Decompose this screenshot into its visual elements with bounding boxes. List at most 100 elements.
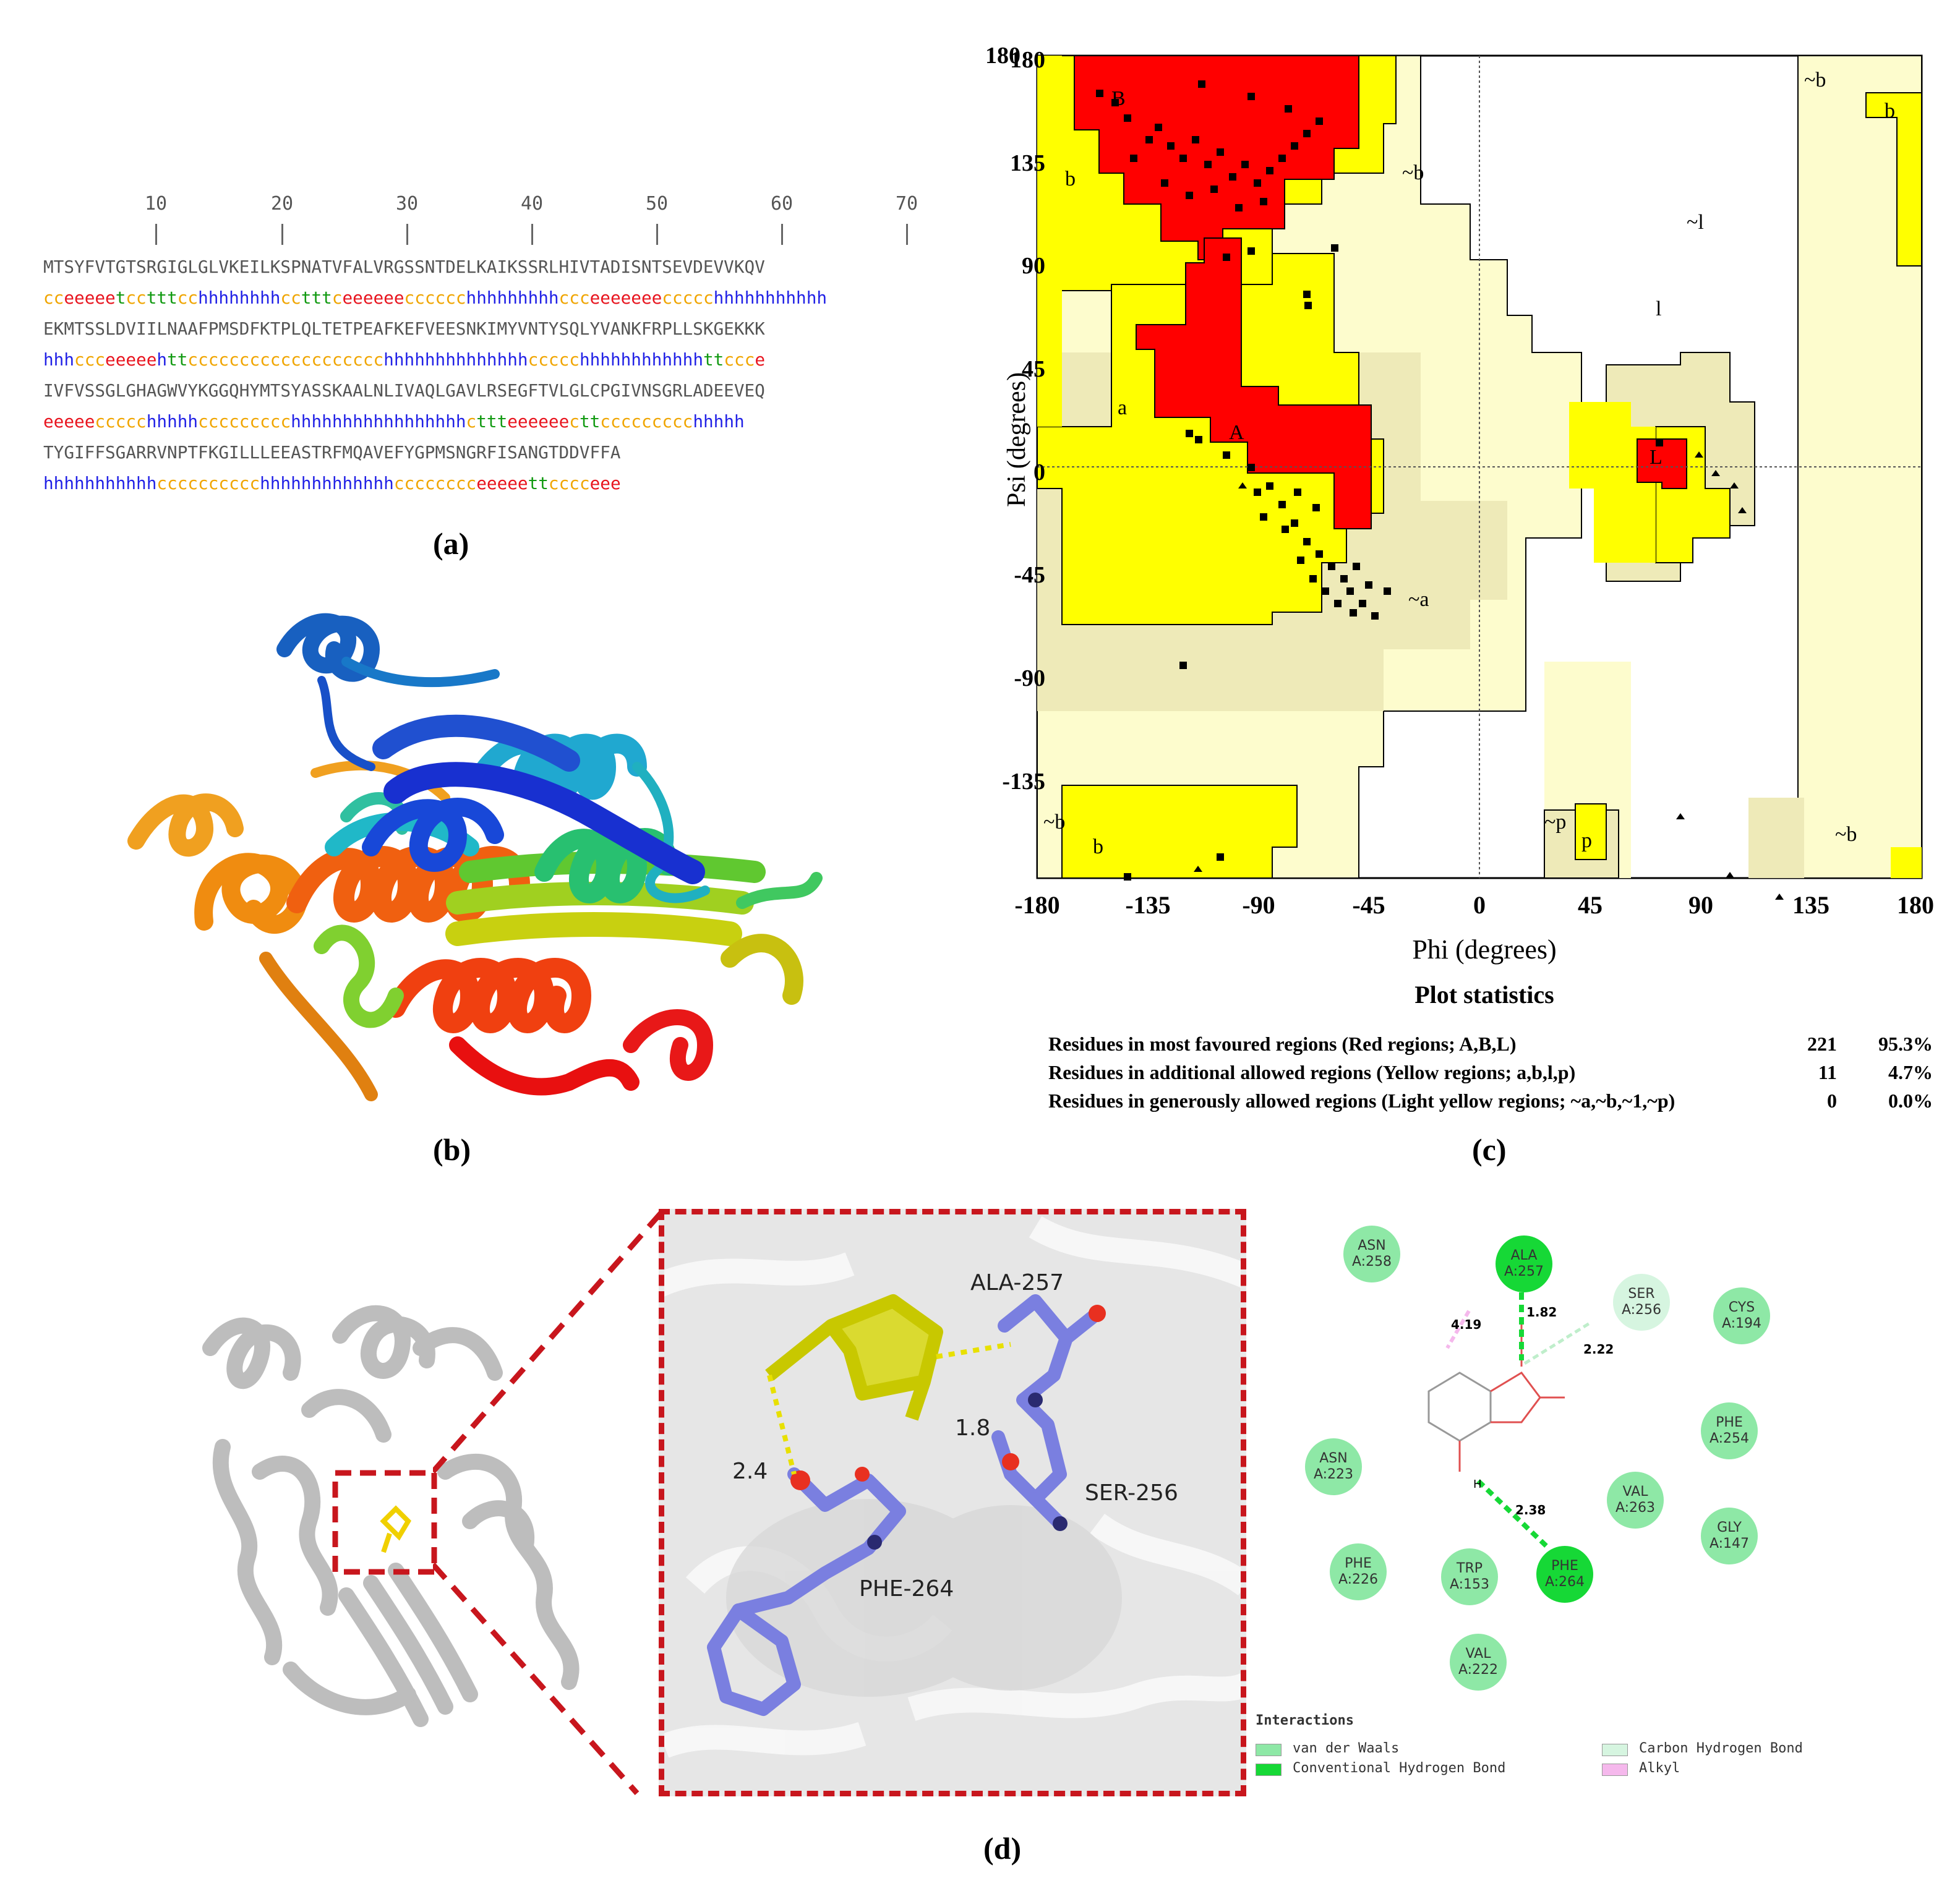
y-tick-neg135: -135 <box>1002 769 1045 795</box>
legend-swatch-chbond <box>1602 1744 1628 1756</box>
x-tick: 135 <box>1792 891 1829 919</box>
y-tick-neg90: -90 <box>1014 665 1045 691</box>
svg-text:L: L <box>1650 446 1663 469</box>
svg-text:b: b <box>1885 100 1895 122</box>
protein-cartoon <box>127 613 823 1101</box>
interaction-2d-diagram <box>1427 1292 1591 1548</box>
ruler-tick: 30 <box>395 193 419 215</box>
y-tick-135: 135 <box>1010 150 1045 176</box>
x-tick: 180 <box>1897 891 1934 919</box>
x-tick: 45 <box>1578 891 1603 919</box>
stats-count-2: 11 <box>1818 1061 1837 1083</box>
residue-ala-257: ALA A:257 <box>1496 1235 1552 1292</box>
svg-text:~l: ~l <box>1687 211 1704 234</box>
ruler-tick: 60 <box>770 193 794 215</box>
label-ser-256: SER-256 <box>1085 1480 1178 1506</box>
x-tick: -180 <box>1014 891 1060 919</box>
ruler-tick: 20 <box>270 193 294 215</box>
distance-hbond-1: 1.82 <box>1526 1305 1557 1320</box>
stats-count-1: 221 <box>1807 1033 1837 1055</box>
distance-chbond: 2.22 <box>1583 1342 1614 1357</box>
label-phe-264: PHE-264 <box>859 1576 954 1602</box>
protein-overview <box>202 1305 580 1727</box>
svg-text:~b: ~b <box>1835 823 1857 846</box>
y-tick-neg45: -45 <box>1014 562 1045 588</box>
stats-count-3: 0 <box>1827 1090 1837 1112</box>
secondary-structure-line-2: hhhccceeeeehttccccccccccccccccccchhhhhhh… <box>43 349 766 370</box>
secondary-structure-line-1: cceeeeetcctttcchhhhhhhhcctttceeeeeeccccc… <box>43 288 828 308</box>
y-tick: 180 <box>985 43 1021 69</box>
x-tick: 90 <box>1688 891 1713 919</box>
sequence-ruler: 10 20 30 40 50 60 70 <box>37 186 928 254</box>
svg-text:p: p <box>1581 829 1592 852</box>
svg-text:~p: ~p <box>1544 811 1566 834</box>
ruler-tick: 70 <box>895 193 918 215</box>
residue-phe-264: PHE A:264 <box>1536 1546 1593 1603</box>
y-tick-90: 90 <box>1022 253 1045 279</box>
y-tick-180: 180 <box>1010 47 1045 73</box>
sequence-panel: 10 20 30 40 50 60 70 MTSYFVTGTSRGIGLGLVK… <box>37 186 928 507</box>
legend-hbond: Conventional Hydrogen Bond <box>1293 1760 1506 1776</box>
residue-phe-254: PHE A:254 <box>1701 1402 1758 1459</box>
svg-text:l: l <box>1656 297 1661 320</box>
svg-text:a: a <box>1118 396 1127 419</box>
residue-trp-153: TRP A:153 <box>1441 1548 1498 1605</box>
binding-site-render <box>664 1214 1241 1791</box>
hydrogen-label: H <box>1473 1478 1482 1491</box>
ruler-tick: 10 <box>144 193 168 215</box>
x-tick: -135 <box>1125 891 1171 919</box>
x-tick: 0 <box>1473 891 1486 919</box>
svg-text:B: B <box>1111 87 1126 110</box>
ruler-mark <box>281 224 283 245</box>
ramachandran-plot: B b ~b a A ~a ~l l L ~p p ~b b ~b b ~b <box>985 43 1923 900</box>
x-axis-label: Phi (degrees) <box>1412 934 1557 965</box>
panel-label-c: (c) <box>1472 1132 1507 1167</box>
ruler-tick: 50 <box>645 193 669 215</box>
sequence-line-3: IVFVSSGLGHAGWVYKGGQHYMTSYASSKAALNLIVAQLG… <box>43 380 765 401</box>
binding-site-zoom: ALA-257 SER-256 PHE-264 2.4 1.8 <box>659 1209 1246 1796</box>
ruler-mark <box>531 224 533 245</box>
stats-pct-3: 0.0% <box>1888 1090 1933 1112</box>
secondary-structure-line-4: hhhhhhhhhhhcccccccccchhhhhhhhhhhhhcccccc… <box>43 473 621 493</box>
ruler-tick: 40 <box>520 193 544 215</box>
distance-hbond-2: 2.38 <box>1515 1503 1546 1517</box>
distance-label-1-8: 1.8 <box>955 1415 991 1441</box>
legend-title: Interactions <box>1256 1713 1354 1728</box>
svg-text:A: A <box>1229 421 1244 444</box>
svg-text:~b: ~b <box>1402 161 1424 184</box>
legend-swatch-alkyl <box>1602 1764 1628 1776</box>
residue-phe-226: PHE A:226 <box>1330 1543 1387 1600</box>
legend-vdw: van der Waals <box>1293 1741 1400 1756</box>
y-tick-45: 45 <box>1022 356 1045 382</box>
svg-text:~b: ~b <box>1043 811 1065 834</box>
stats-pct-1: 95.3% <box>1878 1033 1933 1055</box>
x-tick: -90 <box>1242 891 1275 919</box>
secondary-structure-line-3: eeeeeccccchhhhhccccccccchhhhhhhhhhhhhhhh… <box>43 411 745 432</box>
residue-asn-258: ASN A:258 <box>1343 1226 1400 1282</box>
residue-val-263: VAL A:263 <box>1607 1472 1664 1529</box>
y-axis-label: Psi (degrees) <box>1003 372 1031 507</box>
panel-label-d: (d) <box>983 1831 1022 1866</box>
stats-pct-2: 4.7% <box>1888 1061 1933 1083</box>
x-tick: -45 <box>1352 891 1385 919</box>
svg-text:~b: ~b <box>1804 69 1826 92</box>
ruler-mark <box>656 224 658 245</box>
plot-statistics-title: Plot statistics <box>1414 981 1554 1009</box>
residue-asn-223: ASN A:223 <box>1305 1438 1362 1495</box>
stats-label-2: Residues in additional allowed regions (… <box>1048 1061 1576 1083</box>
ruler-mark <box>406 224 408 245</box>
stats-label-3: Residues in generously allowed regions (… <box>1048 1090 1675 1112</box>
ruler-mark <box>781 224 783 245</box>
svg-text:b: b <box>1065 168 1076 190</box>
zoom-connector-lines <box>433 1210 664 1795</box>
sequence-line-2: EKMTSSLDVIILNAAFPMSDFKTPLQLTETPEAFKEFVEE… <box>43 318 765 339</box>
y-tick-0: 0 <box>1033 459 1045 485</box>
sequence-line-4: TYGIFFSGARRVNPTFKGILLLEEASTRFMQAVEFYGPMS… <box>43 442 621 463</box>
ruler-mark <box>906 224 908 245</box>
svg-text:b: b <box>1093 835 1103 858</box>
distance-label-2-4: 2.4 <box>732 1459 768 1484</box>
legend-swatch-vdw <box>1256 1744 1282 1756</box>
stats-label-1: Residues in most favoured regions (Red r… <box>1048 1033 1517 1055</box>
legend-alkyl: Alkyl <box>1639 1760 1680 1776</box>
ruler-mark <box>155 224 157 245</box>
